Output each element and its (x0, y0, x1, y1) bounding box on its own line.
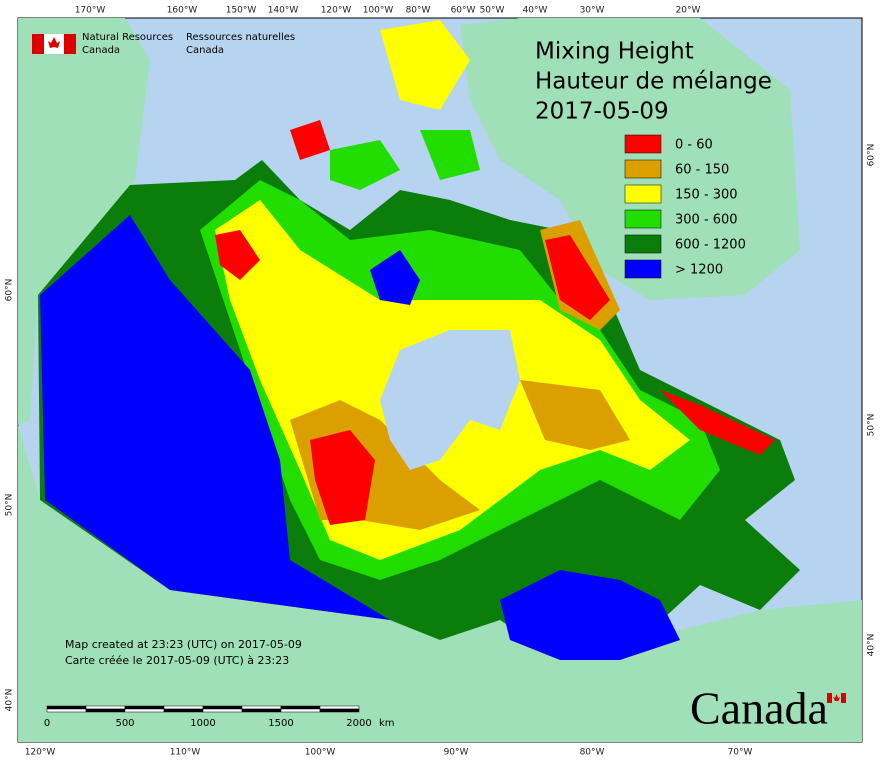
legend-label: 300 - 600 (675, 213, 738, 228)
credit: Carte créée le 2017-05-09 (UTC) à 23:23 (65, 654, 289, 667)
lon-label: 30°W (580, 6, 605, 16)
scale-segment (241, 705, 282, 710)
lon-label: 20°W (676, 6, 701, 16)
maple-leaf (48, 37, 60, 48)
lat-label: 60°N (5, 279, 15, 302)
scale-segment (46, 705, 87, 710)
agency-fr: Canada (186, 45, 224, 56)
lon-label: 60°W (451, 6, 476, 16)
title: 2017-05-09 (535, 99, 669, 125)
lon-label: 50°W (480, 6, 505, 16)
flag-bar (827, 693, 832, 703)
legend-swatch (624, 134, 662, 154)
title: Mixing Height (535, 39, 694, 65)
map-shapes (18, 18, 862, 742)
island (330, 140, 400, 190)
greenland (460, 18, 800, 300)
lat-label: 50°N (5, 494, 15, 517)
lon-label: 120°W (25, 748, 56, 758)
nrcan-logo: Natural Resources Canada Ressources natu… (32, 32, 295, 56)
alaska (18, 18, 150, 425)
zone (660, 390, 775, 455)
scale-segment (163, 708, 204, 713)
canada-wordmark: Canada (690, 683, 828, 734)
lon-label: 80°W (406, 6, 431, 16)
scale-label: 1000 (190, 718, 215, 729)
hudson-bay (380, 330, 520, 470)
scale-segment (46, 708, 87, 713)
lon-label: 100°W (363, 6, 394, 16)
agency-en: Natural Resources (82, 32, 173, 43)
lon-label: 120°W (321, 6, 352, 16)
lat-label: 40°N (5, 689, 15, 712)
legend-label: 150 - 300 (675, 188, 738, 203)
title: Hauteur de mélange (535, 69, 772, 95)
wordmark: Canada (690, 683, 846, 734)
scale-segment (319, 705, 360, 710)
lon-label: 150°W (226, 6, 257, 16)
scale-segment (241, 708, 282, 713)
island (290, 120, 330, 160)
legend-label: > 1200 (675, 263, 723, 278)
scale-unit: km (379, 718, 395, 729)
legend-swatch (624, 159, 662, 179)
legend-label: 0 - 60 (675, 138, 713, 153)
scale-segment (85, 708, 126, 713)
flag-bar (841, 693, 846, 703)
maple-leaf (833, 694, 840, 701)
lon-label: 110°W (170, 748, 201, 758)
zone (545, 235, 610, 320)
scale-segment (202, 708, 243, 713)
lon-label: 170°W (75, 6, 106, 16)
legend-label: 60 - 150 (675, 163, 729, 178)
lon-label: 160°W (167, 6, 198, 16)
usa (18, 425, 862, 742)
agency-en: Canada (82, 45, 120, 56)
scale-segment (202, 705, 243, 710)
scale-segment (124, 705, 165, 710)
lon-label: 100°W (305, 748, 336, 758)
scale-segment (280, 708, 321, 713)
scale-label: 1500 (268, 718, 293, 729)
zone (215, 230, 260, 280)
scale-segment (85, 705, 126, 710)
agency-fr: Ressources naturelles (186, 32, 295, 43)
zone (500, 570, 680, 660)
scale-label: 500 (115, 718, 134, 729)
flag-bar (32, 34, 44, 54)
lon-label: 140°W (268, 6, 299, 16)
zone (310, 430, 375, 525)
lat-label: 50°N (867, 414, 877, 437)
flag-bar (64, 34, 76, 54)
legend-swatch (624, 234, 662, 254)
island (420, 130, 480, 180)
lon-label: 70°W (728, 748, 753, 758)
legend-swatch (624, 184, 662, 204)
lon-label: 90°W (444, 748, 469, 758)
scale-segment (163, 705, 204, 710)
lon-label: 40°W (523, 6, 548, 16)
island (380, 20, 470, 110)
lat-label: 60°N (867, 144, 877, 167)
legend-swatch (624, 209, 662, 229)
zone (520, 380, 630, 450)
scale-segment (319, 708, 360, 713)
scale-segment (280, 705, 321, 710)
scale-label: 0 (44, 718, 50, 729)
lon-label: 80°W (580, 748, 605, 758)
lat-label: 40°N (867, 634, 877, 657)
zone (40, 215, 390, 620)
scale-segment (124, 708, 165, 713)
zone (370, 250, 420, 305)
legend-label: 600 - 1200 (675, 238, 746, 253)
scale-label: 2000 (346, 718, 371, 729)
credit: Map created at 23:23 (UTC) on 2017-05-09 (65, 638, 302, 651)
legend-swatch (624, 259, 662, 279)
